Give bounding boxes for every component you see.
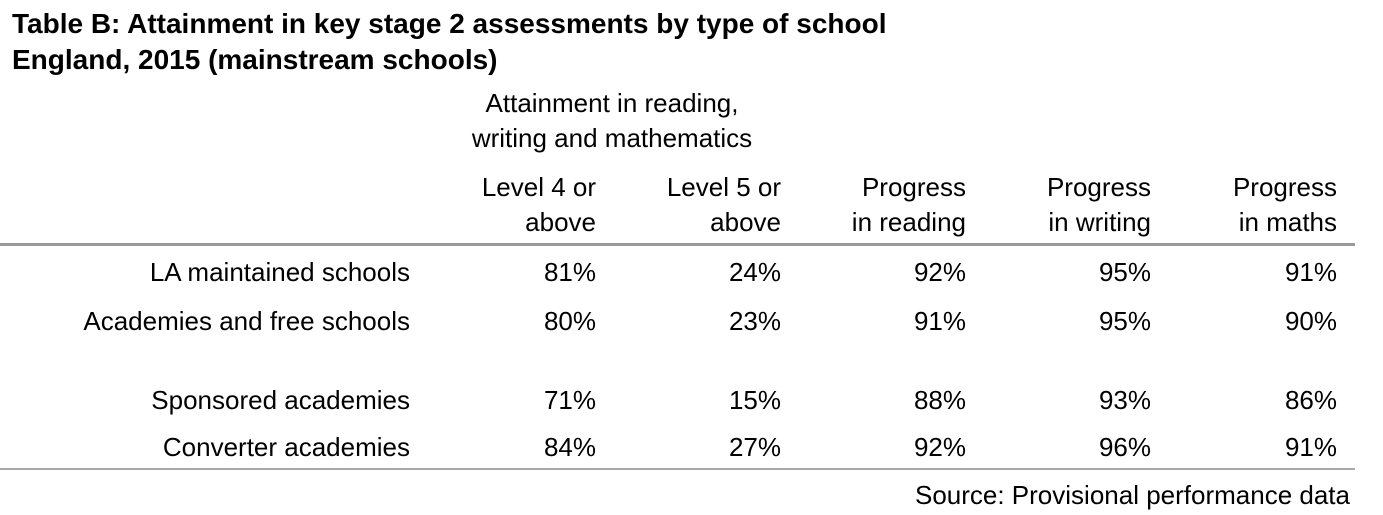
column-header-progress-reading-line-1: Progress xyxy=(861,172,966,202)
table-cell: 91% xyxy=(913,306,966,336)
column-header-progress-maths-line-1: Progress xyxy=(1232,172,1337,202)
table-cell: 86% xyxy=(1284,385,1337,415)
table-cell: 92% xyxy=(913,257,966,287)
table-cell: 81% xyxy=(543,257,596,287)
column-header-progress-reading-line-2: in reading xyxy=(851,207,966,237)
column-header-level5-line-2: above xyxy=(710,207,781,237)
table-cell: 84% xyxy=(543,432,596,462)
table-cell: 91% xyxy=(1284,257,1337,287)
column-header-level4-line-1: Level 4 or xyxy=(481,172,596,202)
table-cell: 24% xyxy=(728,257,781,287)
table-cell: 93% xyxy=(1098,385,1151,415)
column-header-level5-line-1: Level 5 or xyxy=(666,172,781,202)
column-header-progress-maths-line-2: in maths xyxy=(1238,207,1337,237)
table-cell: 95% xyxy=(1098,257,1151,287)
table-cell: 15% xyxy=(728,385,781,415)
table-cell: 90% xyxy=(1284,306,1337,336)
table-cell: 91% xyxy=(1284,432,1337,462)
table-cell: 27% xyxy=(728,432,781,462)
row-label-sponsored-academies: Sponsored academies xyxy=(151,385,410,415)
table-cell: 80% xyxy=(543,306,596,336)
table-cell: 92% xyxy=(913,432,966,462)
table-bottom-divider xyxy=(0,468,1355,470)
group-header-line-2: writing and mathematics xyxy=(471,123,753,153)
table-title-line-2: England, 2015 (mainstream schools) xyxy=(12,44,498,75)
group-header-line-1: Attainment in reading, xyxy=(485,88,739,118)
table-title-line-1: Table B: Attainment in key stage 2 asses… xyxy=(12,8,887,39)
row-label-la-maintained: LA maintained schools xyxy=(149,257,410,287)
table-cell: 88% xyxy=(913,385,966,415)
column-header-level4-line-2: above xyxy=(525,207,596,237)
header-divider xyxy=(0,243,1355,246)
table-cell: 95% xyxy=(1098,306,1151,336)
table-cell: 71% xyxy=(543,385,596,415)
column-header-progress-writing-line-2: in writing xyxy=(1048,207,1151,237)
table-cell: 23% xyxy=(728,306,781,336)
row-label-converter-academies: Converter academies xyxy=(162,432,410,462)
column-header-progress-writing-line-1: Progress xyxy=(1046,172,1151,202)
table-cell: 96% xyxy=(1098,432,1151,462)
source-note: Source: Provisional performance data xyxy=(914,480,1350,510)
row-label-academies-free-schools: Academies and free schools xyxy=(83,306,410,336)
